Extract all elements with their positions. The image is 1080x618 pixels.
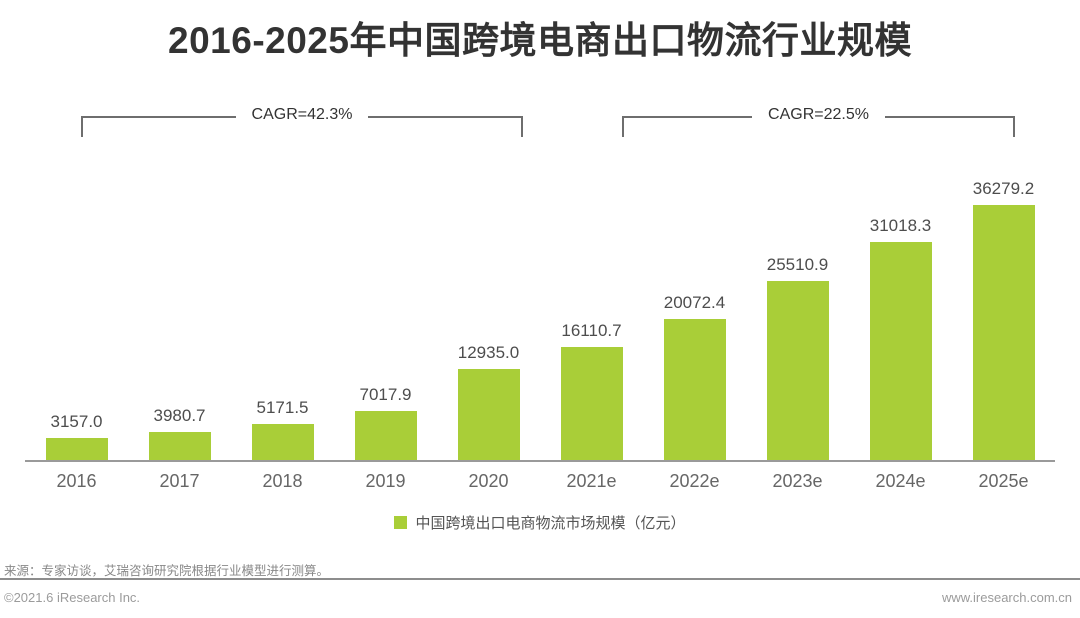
cagr-bracket-forecast: CAGR=22.5% — [622, 106, 1015, 137]
bar-column: 7017.9 — [334, 385, 437, 460]
bar — [148, 432, 211, 460]
bar-column: 25510.9 — [746, 255, 849, 460]
chart-title: 2016-2025年中国跨境电商出口物流行业规模 — [168, 20, 912, 61]
x-axis-labels: 2016 2017 2018 2019 2020 2021e 2022e 2023e 2024e… — [25, 471, 1055, 492]
bar — [869, 242, 932, 460]
x-axis-label: 2017 — [159, 471, 200, 491]
bar-column: 20072.4 — [643, 293, 746, 460]
bar — [972, 205, 1035, 460]
bar-column: 36279.2 — [952, 179, 1055, 460]
bar — [45, 438, 108, 460]
bar — [560, 347, 623, 460]
bracket-line-right — [368, 116, 523, 137]
bar-column: 12935.0 — [437, 343, 540, 460]
bar — [354, 411, 417, 460]
legend: 中国跨境出口电商物流市场规模（亿元） — [0, 512, 1080, 533]
cagr-bracket-historical: CAGR=42.3% — [81, 106, 523, 137]
cagr-label-forecast: CAGR=22.5% — [768, 106, 869, 123]
x-axis-label: 2022e — [669, 471, 720, 491]
bar-value-label: 31018.3 — [869, 216, 932, 235]
bar-value-label: 16110.7 — [561, 321, 622, 340]
x-axis-label: 2023e — [772, 471, 823, 491]
bracket-line-left — [622, 116, 753, 137]
x-axis-label: 2025e — [978, 471, 1029, 491]
bar-column: 3980.7 — [128, 406, 231, 460]
website-link[interactable]: www.iresearch.com.cn — [941, 590, 1072, 605]
bar-value-label: 3157.0 — [50, 412, 103, 431]
cagr-label-historical: CAGR=42.3% — [251, 106, 353, 123]
x-axis-label: 2024e — [875, 471, 926, 491]
bar-value-label: 25510.9 — [766, 255, 829, 274]
footer-divider — [0, 578, 1080, 580]
x-axis-label: 2021e — [566, 471, 617, 491]
bar — [457, 369, 520, 460]
bar — [251, 424, 314, 460]
bracket-line-left — [81, 116, 236, 137]
plot-area: 3157.0 3980.7 5171.5 7017.9 12935.0 16110.7 20… — [25, 150, 1055, 462]
x-axis-label: 2018 — [262, 471, 303, 491]
bar — [766, 281, 829, 460]
copyright-text: ©2021.6 iResearch Inc. — [4, 590, 141, 605]
bar-column: 31018.3 — [849, 216, 952, 460]
bar-column: 5171.5 — [231, 398, 334, 460]
bracket-line-right — [884, 116, 1015, 137]
bar-value-label: 20072.4 — [663, 293, 726, 312]
bar-value-label: 3980.7 — [153, 406, 206, 425]
legend-label: 中国跨境出口电商物流市场规模（亿元） — [415, 515, 686, 532]
bar — [663, 319, 726, 460]
source-note: 来源：专家访谈，艾瑞咨询研究院根据行业模型进行测算。 — [4, 564, 330, 578]
bar-column: 16110.7 — [540, 321, 643, 460]
bar-value-label: 36279.2 — [972, 179, 1035, 198]
x-axis-label: 2020 — [468, 471, 509, 491]
legend-swatch-icon — [394, 516, 408, 529]
x-axis-label: 2019 — [365, 471, 406, 491]
bar-value-label: 5171.5 — [256, 398, 309, 417]
x-axis-label: 2016 — [56, 471, 97, 491]
bar-column: 3157.0 — [25, 412, 128, 460]
bar-value-label: 12935.0 — [457, 343, 520, 362]
bar-value-label: 7017.9 — [359, 385, 412, 404]
